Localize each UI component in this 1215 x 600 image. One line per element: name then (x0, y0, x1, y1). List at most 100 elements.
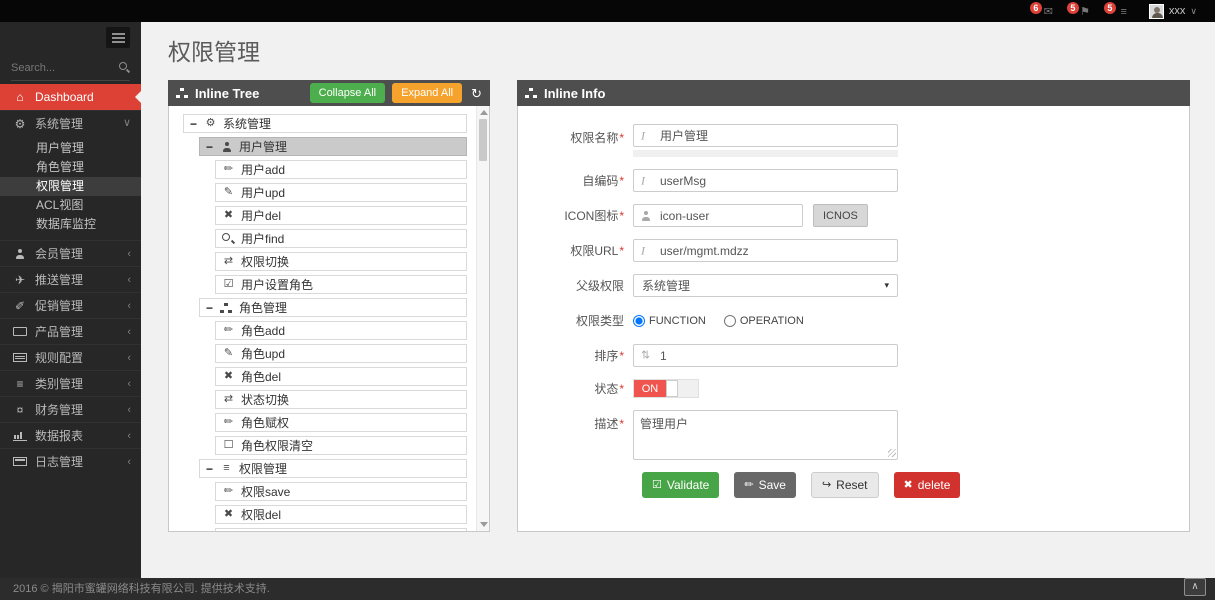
tree-row[interactable]: 权限切换 (215, 252, 467, 271)
promotion-icon (13, 300, 27, 312)
tree-scrollbar[interactable] (476, 106, 489, 531)
toggle-thumb[interactable] (666, 380, 678, 397)
flag-button[interactable]: 5 (1066, 2, 1090, 19)
submenu-item[interactable]: 权限管理 (0, 177, 141, 196)
tree-row[interactable]: − 系统管理 (183, 114, 467, 133)
field-label: 描述* (594, 417, 624, 431)
parent-permission-select[interactable]: 系统管理 ▾ (633, 274, 898, 297)
active-notch (135, 91, 141, 103)
sidebar-item[interactable]: 系统管理 (0, 110, 141, 136)
tasks-button[interactable]: 5 (1103, 2, 1127, 19)
sitemap-icon (176, 88, 188, 98)
pencil-icon (222, 325, 235, 336)
tree-row[interactable]: 角色del (215, 367, 467, 386)
tree-row-label: 角色del (241, 370, 282, 384)
category-icon (13, 378, 27, 390)
delete-icon (222, 509, 235, 520)
sidebar-item[interactable]: Dashboard (0, 84, 141, 110)
scroll-up-arrow[interactable] (480, 110, 488, 115)
envelope-button[interactable]: 6 (1029, 2, 1053, 19)
sidebar-collapse-button[interactable] (106, 27, 130, 48)
tree-row[interactable]: 权限save (215, 482, 467, 501)
tree-row[interactable]: − 角色管理 (199, 298, 467, 317)
toggle-on-label: ON (634, 380, 666, 397)
tree-row-label: 角色upd (241, 347, 286, 361)
submenu-item[interactable]: 角色管理 (36, 160, 85, 174)
tree-row[interactable]: 提交校验 (215, 528, 467, 531)
collapse-toggle[interactable]: − (190, 116, 198, 131)
tree-row-label: 权限切换 (241, 255, 290, 269)
validate-button[interactable]: Validate (642, 472, 720, 498)
tree-row[interactable]: − 权限管理 (199, 459, 467, 478)
resize-grip[interactable] (888, 449, 896, 457)
collapse-toggle[interactable]: − (206, 300, 214, 315)
search-input[interactable] (11, 61, 115, 74)
radio-operation[interactable]: OPERATION (723, 314, 804, 327)
chevron-left-icon: ‹ (127, 403, 131, 416)
tree-row[interactable]: 角色权限清空 (215, 436, 467, 455)
field-label: 排序* (594, 349, 624, 363)
field-row: 父级权限 系统管理 ▾ (518, 274, 1189, 297)
scrollbar-thumb[interactable] (479, 119, 487, 161)
inline-tree-panel: Inline Tree Collapse All Expand All −系统管… (168, 80, 490, 532)
square-icon (222, 440, 235, 451)
chevron-up-icon (1191, 582, 1198, 592)
collapse-toggle[interactable]: − (206, 461, 214, 476)
reset-button[interactable]: Reset (810, 472, 879, 498)
description-textarea[interactable]: 管理用户 (633, 410, 898, 460)
user-menu[interactable]: xxx (1148, 3, 1197, 19)
sidebar-item[interactable]: 财务管理‹ (0, 396, 141, 422)
scroll-top-button[interactable] (1184, 578, 1206, 596)
main-content: 权限管理 Inline Tree Collapse All Expand All… (141, 22, 1215, 578)
chevron-down-icon (123, 118, 131, 129)
tree-row[interactable]: 用户upd (215, 183, 467, 202)
sort-icon (641, 350, 650, 361)
pencil-icon (222, 417, 235, 428)
delete-button[interactable]: delete (893, 472, 961, 498)
tree-row[interactable]: 用户find (215, 229, 467, 248)
sidebar-item[interactable]: 数据报表 ‹ (0, 422, 141, 448)
sidebar-item[interactable]: 促销管理‹ (0, 292, 141, 318)
panel-title: Inline Tree (195, 85, 260, 101)
tree-row[interactable]: 用户del (215, 206, 467, 225)
sidebar: Dashboard系统管理用户管理角色管理权限管理 ACL视图数据库监控会员管理‹… (0, 22, 141, 578)
submenu-item[interactable]: ACL视图 (36, 198, 84, 212)
url-input[interactable] (633, 239, 898, 262)
sidebar-item[interactable]: 类别管理‹ (0, 370, 141, 396)
tree-row[interactable]: 角色赋权 (215, 413, 467, 432)
collapse-all-button[interactable]: Collapse All (309, 83, 386, 103)
icnos-button[interactable]: ICNOS (813, 204, 868, 227)
scroll-down-arrow[interactable] (480, 522, 488, 527)
order-input[interactable] (633, 344, 898, 367)
inline-tree-body: −系统管理 −用户管理用户add 用户upd 用户del 用户find 权限切换用户设置角… (168, 106, 490, 532)
icon-input[interactable] (633, 204, 803, 227)
collapse-toggle[interactable]: − (206, 139, 214, 154)
save-button[interactable]: Save (734, 472, 796, 498)
sitemap-icon (220, 302, 233, 313)
search-icon[interactable] (119, 62, 130, 73)
expand-all-button[interactable]: Expand All (392, 83, 463, 103)
permission-name-input[interactable] (633, 124, 898, 147)
sidebar-search (11, 55, 130, 81)
sidebar-item[interactable]: 推送管理‹ (0, 266, 141, 292)
tree-row[interactable]: 权限del (215, 505, 467, 524)
sidebar-item[interactable]: 产品管理 ‹ (0, 318, 141, 344)
chevron-down-icon (1190, 7, 1197, 16)
tree-row[interactable]: 状态切换 (215, 390, 467, 409)
tree-row[interactable]: − 用户管理 (199, 137, 467, 156)
sidebar-item[interactable]: 规则配置 ‹ (0, 344, 141, 370)
submenu-item[interactable]: 用户管理 (36, 141, 85, 155)
refresh-icon[interactable] (471, 87, 482, 100)
status-toggle[interactable]: ON (633, 379, 699, 398)
tree-row[interactable]: 用户add (215, 160, 467, 179)
sidebar-item[interactable]: 日志管理 ‹ (0, 448, 141, 474)
chevron-left-icon: ‹ (127, 377, 131, 390)
tree-row[interactable]: 角色add (215, 321, 467, 340)
code-input[interactable] (633, 169, 898, 192)
text-cursor-icon: I (641, 128, 645, 142)
tree-row[interactable]: 角色upd (215, 344, 467, 363)
radio-function[interactable]: FUNCTION (633, 314, 706, 327)
sidebar-item[interactable]: 会员管理 ‹ (0, 240, 141, 266)
tree-row[interactable]: 用户设置角色 (215, 275, 467, 294)
submenu-item[interactable]: 数据库监控 (36, 217, 97, 231)
